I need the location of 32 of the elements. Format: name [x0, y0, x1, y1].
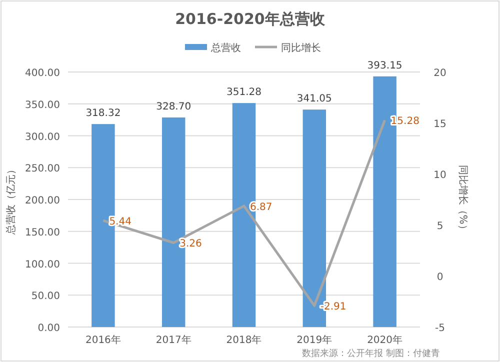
y-tick-label: 400.00 [25, 68, 60, 79]
data-label: 351.28 [226, 87, 262, 98]
y-tick-label: 250.00 [25, 164, 60, 175]
data-label: 318.32 [86, 108, 121, 120]
y2-tick-label: 0 [436, 272, 444, 283]
y2-axis-title: 同比增长（%） [457, 164, 469, 234]
y2-tick-label: 20 [434, 68, 446, 79]
y2-tick-label: 15 [434, 119, 446, 130]
y2-tick-label: -5 [435, 323, 445, 334]
y-tick-label: 50.00 [31, 291, 60, 302]
y-tick-label: 300.00 [25, 132, 60, 143]
x-tick-label: 2017年 [156, 334, 192, 346]
x-tick-label: 2018年 [226, 334, 262, 346]
source-note: 数据来源：公开年报 制图：付健青 [302, 348, 440, 359]
y-axis-title: 总营收（亿元） [5, 164, 17, 236]
x-tick-label: 2019年 [296, 334, 332, 346]
data-label: 341.05 [296, 94, 332, 105]
x-tick-label: 2020年 [367, 334, 403, 346]
data-label: 328.70 [156, 101, 192, 112]
y-tick-label: 150.00 [25, 227, 60, 238]
legend-label: 同比增长 [281, 42, 321, 54]
x-tick-label: 2016年 [85, 334, 121, 346]
y2-tick-label: 10 [434, 170, 446, 181]
y-tick-label: 350.00 [25, 100, 60, 111]
y-tick-label: 200.00 [25, 196, 60, 206]
y-tick-label: 0.00 [38, 323, 60, 334]
data-label: 393.15 [367, 60, 402, 72]
legend-label: 总营收 [210, 42, 241, 54]
y-tick-label: 100.00 [25, 259, 60, 270]
y2-tick-label: 5 [436, 221, 444, 232]
data-label: 5.44 [109, 216, 132, 228]
chart-title: 2016-2020年总营收 [175, 10, 326, 28]
